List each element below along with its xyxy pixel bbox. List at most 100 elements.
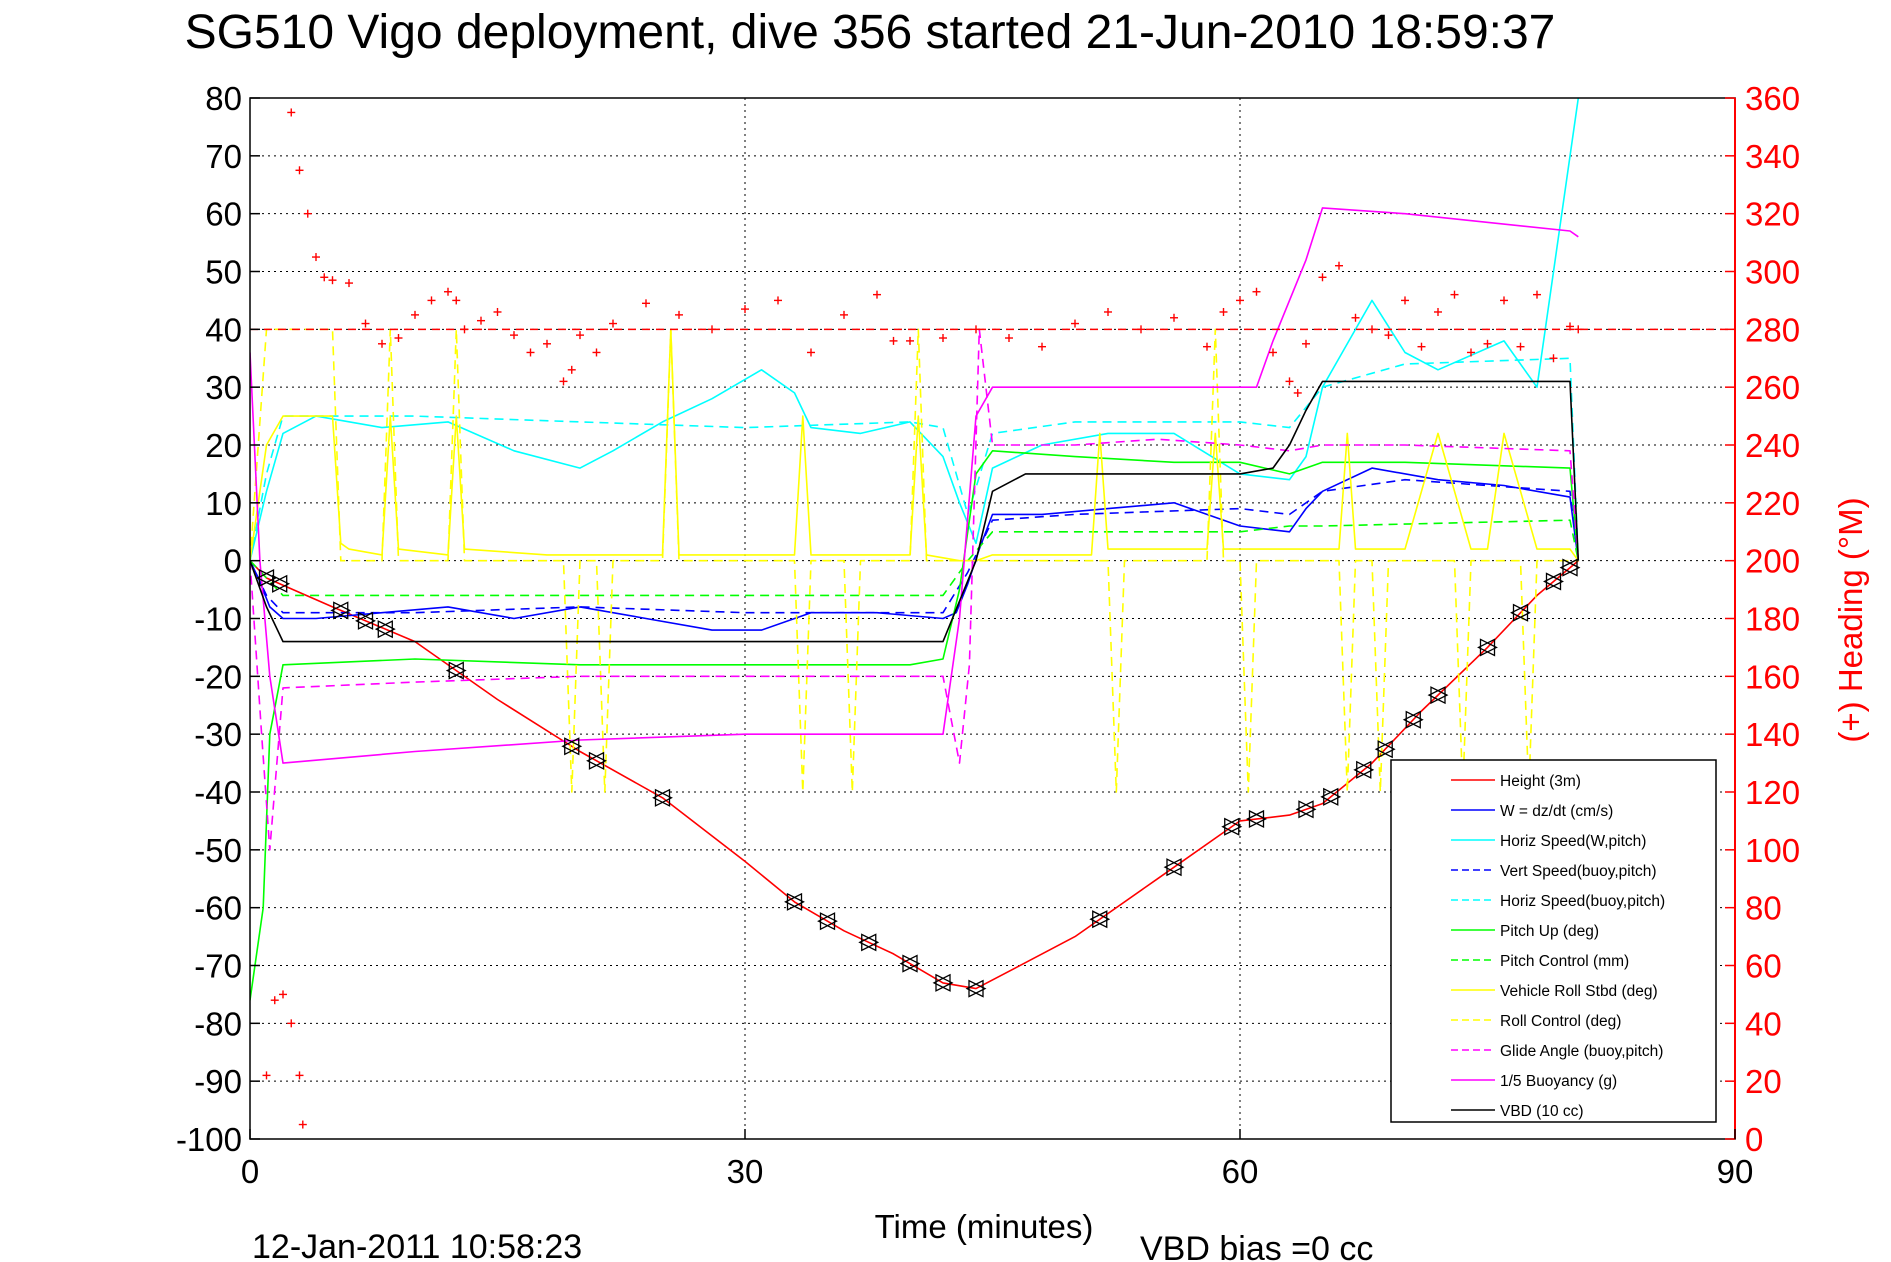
y2-tick-label-3: 300 [1745, 254, 1800, 291]
y2-tick-label-14: 80 [1745, 890, 1782, 927]
heading-point-13 [452, 296, 461, 305]
height-marker-21 [1353, 760, 1375, 779]
height-marker-2 [330, 601, 352, 620]
legend-label-4: Horiz Speed(buoy,pitch) [1500, 893, 1665, 910]
heading-point-48 [1285, 377, 1294, 386]
height-marker-11 [858, 933, 880, 952]
legend-label-1: W = dz/dt (cm/s) [1500, 803, 1613, 820]
series-layer [250, 98, 1580, 1001]
chart-title: SG510 Vigo deployment, dive 356 started … [185, 6, 1556, 59]
x-axis: 0 30 60 90 [241, 1129, 1754, 1190]
height-marker-0 [256, 568, 277, 588]
heading-point-3 [312, 253, 320, 262]
heading-point-30 [807, 348, 815, 357]
height-marker-18 [1246, 809, 1267, 829]
x-tick-label-0: 0 [241, 1153, 259, 1190]
legend-entry-9: Glide Angle (buoy,pitch) [1451, 1043, 1663, 1060]
height-marker-10 [817, 912, 838, 931]
heading-point-43 [1203, 342, 1211, 351]
y2-tick-label-10: 160 [1745, 658, 1800, 695]
heading-point-66 [1566, 322, 1574, 331]
heading-point-35 [939, 334, 947, 343]
legend-entry-3: Vert Speed(buoy,pitch) [1451, 863, 1657, 880]
heading-point-42 [1170, 313, 1178, 322]
heading-point-23 [592, 348, 601, 357]
series-line-8 [250, 328, 1579, 793]
y2-tick-label-1: 340 [1745, 138, 1800, 175]
heading-point-69 [270, 996, 279, 1005]
heading-point-18 [526, 348, 535, 357]
legend-label-3: Vert Speed(buoy,pitch) [1500, 863, 1657, 880]
height-marker-8 [652, 788, 673, 807]
heading-point-32 [873, 290, 881, 299]
y2-tick-label-6: 240 [1745, 427, 1800, 464]
y2-tick-label-13: 100 [1745, 832, 1800, 869]
y-tick-label-5: 30 [205, 369, 242, 406]
heading-point-1 [295, 166, 304, 175]
y2-axis-label: (+) Heading (°M) [1832, 497, 1869, 742]
height-marker-28 [1559, 558, 1581, 577]
y-tick-label-17: -90 [194, 1063, 242, 1100]
height-marker-1 [269, 574, 291, 593]
height-marker-12 [899, 954, 921, 973]
y-tick-label-3: 50 [205, 254, 242, 291]
heading-point-64 [1533, 290, 1541, 299]
y-tick-label-6: 20 [205, 427, 242, 464]
y2-tick-label-9: 180 [1745, 601, 1800, 638]
heading-point-37 [1005, 334, 1013, 343]
series-line-0 [250, 560, 1579, 990]
series-line-5 [250, 449, 1580, 1001]
legend-label-0: Height (3m) [1500, 773, 1581, 790]
y-tick-label-14: -60 [194, 890, 242, 927]
heading-point-45 [1236, 296, 1244, 305]
height-marker-5 [445, 661, 467, 680]
legend: Height (3m) W = dz/dt (cm/s) Horiz Speed(W… [1390, 759, 1717, 1123]
height-marker-20 [1320, 787, 1342, 806]
heading-point-51 [1318, 273, 1327, 282]
series-line-3 [250, 478, 1580, 614]
legend-entry-4: Horiz Speed(buoy,pitch) [1451, 893, 1665, 910]
heading-point-6 [345, 279, 353, 288]
heading-point-65 [1549, 354, 1558, 363]
heading-point-33 [889, 336, 898, 345]
series-line-2 [250, 98, 1580, 561]
legend-entry-2: Horiz Speed(W,pitch) [1451, 833, 1646, 850]
series-line-11 [250, 380, 1580, 643]
y-tick-label-0: 80 [205, 80, 242, 117]
heading-point-54 [1368, 325, 1376, 334]
height-marker-26 [1510, 603, 1531, 622]
y-tick-label-1: 70 [205, 138, 242, 175]
height-marker-4 [374, 620, 396, 639]
heading-point-2 [303, 209, 312, 218]
height-marker-9 [784, 892, 805, 911]
height-marker-13 [932, 973, 954, 992]
legend-label-9: Glide Angle (buoy,pitch) [1500, 1043, 1663, 1060]
heading-point-22 [576, 331, 584, 340]
legend-entry-11: VBD (10 cc) [1451, 1103, 1584, 1120]
height-marker-7 [586, 751, 607, 770]
y-tick-label-7: 10 [205, 485, 242, 522]
x-tick-label-1: 30 [727, 1153, 764, 1190]
heading-point-21 [567, 365, 576, 374]
heading-point-31 [840, 310, 848, 319]
heading-point-24 [609, 319, 617, 328]
heading-point-39 [1071, 319, 1079, 328]
legend-entry-6: Pitch Control (mm) [1451, 953, 1629, 970]
height-marker-27 [1543, 572, 1564, 591]
y-tick-label-2: 60 [205, 196, 242, 233]
heading-point-4 [320, 273, 329, 282]
y-axis-left: 80 70 60 50 40 30 20 10 0 -10 -20 -30 -40 -50 -60 -70 -8… [176, 80, 260, 1158]
heading-point-15 [477, 316, 485, 325]
heading-point-34 [906, 336, 914, 345]
heading-point-29 [774, 296, 782, 305]
x-tick-label-3: 90 [1717, 1153, 1754, 1190]
footer-timestamp: 12-Jan-2011 10:58:23 [252, 1228, 582, 1262]
heading-point-16 [493, 307, 502, 316]
heading-point-38 [1038, 342, 1046, 351]
x-tick-label-2: 60 [1222, 1153, 1259, 1190]
series-line-9 [250, 328, 1580, 851]
height-marker-16 [1163, 858, 1185, 877]
heading-point-19 [543, 339, 551, 348]
height-marker-3 [355, 611, 376, 630]
heading-point-72 [295, 1071, 304, 1080]
